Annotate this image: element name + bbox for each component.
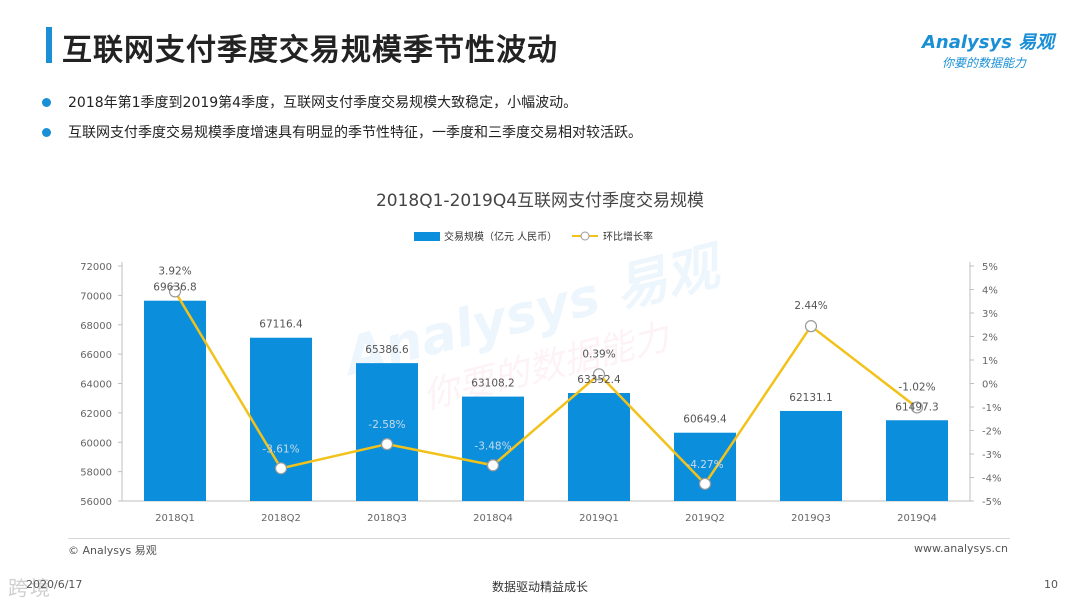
y-left-tick-label: 70000: [80, 291, 112, 302]
bar: [356, 363, 418, 501]
chart-axes: 56000 58000 60000 62000 64000 66000 68000 70000…: [80, 262, 1001, 524]
growth-rate-label: -1.02%: [898, 381, 935, 393]
legend-line-label: 环比增长率: [603, 230, 653, 243]
y-left-tick-label: 60000: [80, 438, 112, 449]
bar-value-label: 65386.6: [365, 344, 409, 356]
bar: [780, 410, 842, 501]
line-point: [592, 368, 606, 381]
growth-line: [173, 290, 918, 486]
page-number: 10: [1044, 578, 1058, 591]
line-point: [380, 438, 394, 451]
footer-divider: [68, 538, 1010, 539]
y-left-tick-label: 58000: [80, 468, 112, 479]
y-right-tick-label: -2%: [982, 427, 1001, 438]
growth-rate-label: 2.44%: [794, 300, 827, 312]
line-point: [168, 285, 182, 298]
bar: [144, 300, 206, 501]
logo-slogan: 你要的数据能力: [942, 56, 1027, 70]
y-left-tick-label: 72000: [80, 262, 112, 273]
y-right-tick-label: 0%: [982, 380, 998, 391]
x-tick-label: 2019Q1: [579, 513, 619, 524]
x-tick-label: 2019Q3: [791, 513, 831, 524]
growth-rate-label: -4.27%: [686, 459, 723, 471]
logo-text: Analysys 易观: [922, 32, 1055, 53]
y-left-tick-label: 56000: [80, 497, 112, 508]
bar: [568, 393, 630, 501]
growth-rate-label: 0.39%: [582, 348, 615, 360]
copyright-text: © Analysys 易观: [68, 544, 157, 557]
page-title: 互联网支付季度交易规模季节性波动: [62, 33, 558, 68]
line-series: [168, 285, 924, 490]
bullet-text: 互联网支付季度交易规模季度增速具有明显的季节性特征，一季度和三季度交易相对较活跃…: [68, 125, 642, 141]
bullet-dot-icon: [42, 128, 51, 137]
y-right-tick-label: 5%: [982, 262, 998, 273]
chart-legend: 交易规模（亿元 人民币） 环比增长率: [414, 230, 653, 243]
growth-rate-label: 3.92%: [158, 265, 191, 277]
y-right-tick-label: -3%: [982, 450, 1001, 461]
x-tick-label: 2018Q4: [473, 513, 513, 524]
growth-rate-label: -2.58%: [368, 419, 405, 431]
bullet-item: 互联网支付季度交易规模季度增速具有明显的季节性特征，一季度和三季度交易相对较活跃…: [42, 122, 642, 152]
y-right-tick-label: -5%: [982, 497, 1001, 508]
bullet-dot-icon: [42, 98, 51, 107]
line-point: [486, 459, 500, 472]
bar-value-label: 62131.1: [789, 392, 832, 404]
bullet-item: 2018年第1季度到2019第4季度，互联网支付季度交易规模大致稳定，小幅波动。: [42, 92, 642, 122]
date-text: 2020/6/17: [26, 578, 83, 591]
analysys-logo: Analysys 易观 你要的数据能力: [922, 28, 1062, 74]
bar-value-label: 67116.4: [259, 319, 303, 331]
footer-slogan: 数据驱动精益成长: [492, 580, 589, 594]
bar-value-label: 61497.3: [895, 401, 938, 413]
y-left-tick-label: 64000: [80, 380, 112, 391]
x-tick-label: 2018Q3: [367, 513, 407, 524]
title-accent-bar: [46, 27, 52, 63]
bar: [250, 337, 312, 501]
growth-rate-label: -3.48%: [474, 440, 511, 452]
y-right-tick-label: 2%: [982, 333, 998, 344]
bar-value-label: 63108.2: [471, 378, 514, 390]
y-left-tick-label: 62000: [80, 409, 112, 420]
website-link[interactable]: www.analysys.cn: [914, 542, 1008, 555]
line-point: [910, 401, 924, 414]
x-tick-label: 2019Q4: [897, 513, 937, 524]
data-labels: 69636.8 67116.4 65386.6 63108.2 63352.4 60649…: [153, 265, 938, 470]
y-left-tick-label: 66000: [80, 350, 112, 361]
bullet-list: 2018年第1季度到2019第4季度，互联网支付季度交易规模大致稳定，小幅波动。…: [42, 92, 642, 152]
legend-bar-label: 交易规模（亿元 人民币）: [444, 230, 557, 243]
bullet-text: 2018年第1季度到2019第4季度，互联网支付季度交易规模大致稳定，小幅波动。: [68, 95, 578, 111]
bar-value-label: 69636.8: [153, 282, 196, 294]
bar-value-label: 60649.4: [683, 414, 727, 426]
chart-title: 2018Q1-2019Q4互联网支付季度交易规模: [376, 191, 704, 211]
line-point: [274, 462, 288, 475]
y-right-tick-label: 1%: [982, 356, 998, 367]
corner-watermark: 跨境: [8, 576, 52, 600]
y-right-tick-label: -1%: [982, 403, 1001, 414]
bar-series: [144, 300, 948, 501]
y-left-tick-label: 68000: [80, 321, 112, 332]
y-right-tick-label: 3%: [982, 309, 998, 320]
x-tick-label: 2018Q2: [261, 513, 301, 524]
x-tick-label: 2019Q2: [685, 513, 725, 524]
bar-value-label: 63352.4: [577, 374, 621, 386]
x-tick-label: 2018Q1: [155, 513, 195, 524]
legend-line-marker: [580, 231, 590, 241]
line-point: [698, 477, 712, 490]
y-right-tick-label: -4%: [982, 474, 1001, 485]
line-point: [804, 320, 818, 333]
bar: [886, 420, 948, 501]
y-right-tick-label: 4%: [982, 286, 998, 297]
growth-rate-label: -3.61%: [262, 443, 299, 455]
legend-bar-swatch: [414, 232, 440, 241]
